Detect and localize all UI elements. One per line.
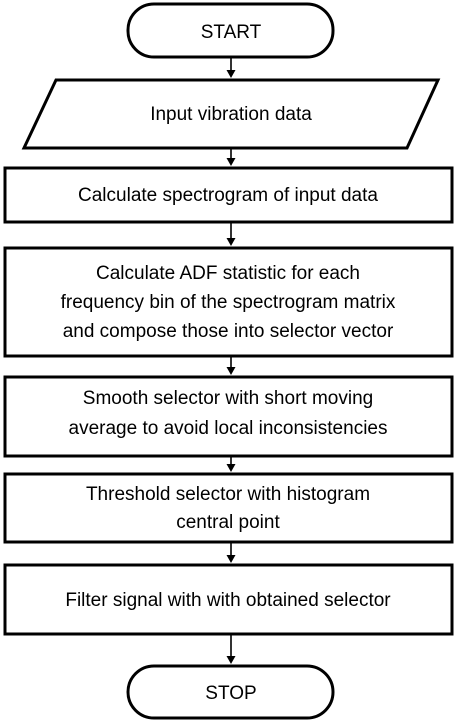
threshold-node: Threshold selector with histogram centra… <box>3 472 454 544</box>
spectrogram-node-label: Calculate spectrogram of input data <box>78 185 378 206</box>
connectors <box>226 57 236 664</box>
adf-node-label-line-3: and compose those into selector vector <box>63 321 394 342</box>
arrow-smooth-to-threshold <box>226 456 236 472</box>
arrow-filter-to-stop <box>226 634 236 664</box>
smooth-node-label-line-2: average to avoid local inconsistencies <box>69 418 388 439</box>
adf-node-label-line-1: Calculate ADF statistic for each <box>96 263 360 284</box>
stop-node: STOP <box>126 664 335 720</box>
adf-node: Calculate ADF statistic for each frequen… <box>3 246 454 358</box>
start-node-label: START <box>201 22 262 43</box>
arrow-threshold-to-filter <box>226 542 236 563</box>
threshold-node-label-line-1: Threshold selector with histogram <box>86 484 370 505</box>
arrow-adf-to-smooth <box>226 356 236 375</box>
spectrogram-node: Calculate spectrogram of input data <box>3 166 454 224</box>
input-node-label: Input vibration data <box>150 104 312 125</box>
arrow-spectrogram-to-adf <box>226 222 236 246</box>
stop-node-label: STOP <box>205 683 256 704</box>
smooth-node: Smooth selector with short moving averag… <box>3 375 454 458</box>
threshold-node-label-line-2: central point <box>176 512 280 533</box>
filter-node-label: Filter signal with with obtained selecto… <box>65 590 391 611</box>
input-node: Input vibration data <box>21 78 441 150</box>
smooth-node-label-line-1: Smooth selector with short moving <box>83 388 373 409</box>
start-node: START <box>126 2 335 59</box>
arrow-input-to-spectrogram <box>226 148 236 166</box>
adf-node-label-line-2: frequency bin of the spectrogram matrix <box>61 292 396 313</box>
arrow-start-to-input <box>226 57 236 78</box>
filter-node: Filter signal with with obtained selecto… <box>3 563 454 636</box>
